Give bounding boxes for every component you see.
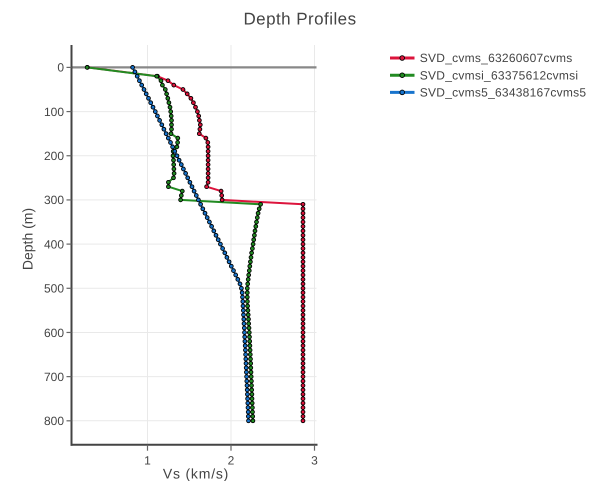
svg-text:700: 700 (44, 370, 64, 384)
svg-text:800: 800 (44, 414, 64, 428)
svg-text:300: 300 (44, 193, 64, 207)
svg-text:100: 100 (44, 105, 64, 119)
svg-text:Depth (m): Depth (m) (20, 208, 36, 270)
svg-text:0: 0 (57, 61, 64, 75)
svg-text:3: 3 (311, 454, 318, 468)
svg-text:SVD_cvms5_63438167cvms5: SVD_cvms5_63438167cvms5 (420, 86, 587, 100)
svg-text:2: 2 (228, 454, 235, 468)
svg-text:Depth Profiles: Depth Profiles (243, 10, 356, 29)
svg-text:1: 1 (144, 454, 151, 468)
svg-text:SVD_cvmsi_63375612cvmsi: SVD_cvmsi_63375612cvmsi (420, 68, 579, 82)
svg-text:600: 600 (44, 326, 64, 340)
svg-text:SVD_cvms_63260607cvms: SVD_cvms_63260607cvms (420, 51, 573, 65)
svg-text:500: 500 (44, 282, 64, 296)
svg-text:200: 200 (44, 149, 64, 163)
svg-text:400: 400 (44, 237, 64, 251)
svg-text:Vs (km/s): Vs (km/s) (163, 466, 229, 481)
